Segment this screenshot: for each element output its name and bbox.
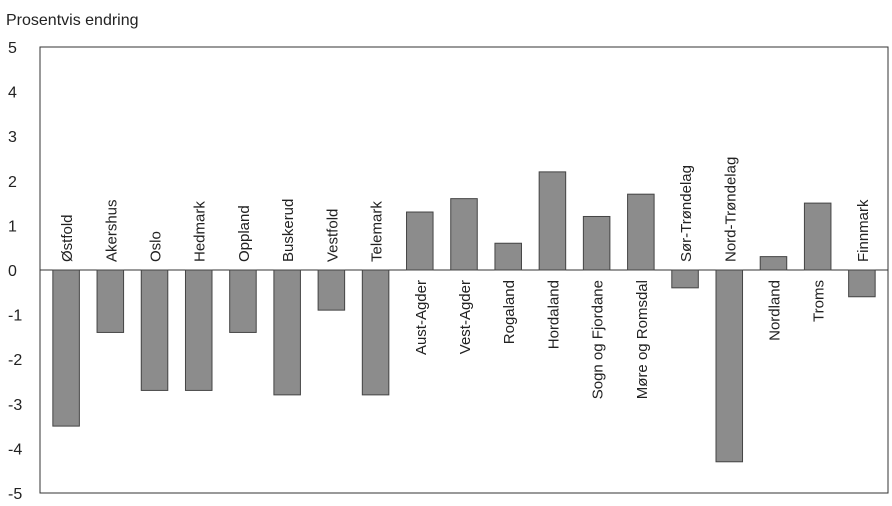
- y-axis-title: Prosentvis endring: [6, 12, 139, 29]
- y-tick-label: 0: [8, 263, 17, 280]
- bar-8: [406, 211, 434, 271]
- category-label: Troms: [811, 280, 828, 322]
- category-label: Hordaland: [545, 280, 562, 349]
- category-label: Hedmark: [192, 201, 209, 262]
- bar-15: [715, 269, 744, 463]
- bar-2: [140, 269, 169, 391]
- category-label: Aust-Agder: [413, 280, 430, 355]
- category-label: Telemark: [369, 201, 386, 262]
- bar-11: [538, 171, 567, 271]
- category-label: Rogaland: [501, 280, 518, 344]
- y-tick-label: 5: [8, 40, 17, 57]
- category-label: Nord-Trøndelag: [722, 157, 739, 262]
- bar-14: [671, 269, 699, 289]
- y-tick-label: 4: [8, 85, 17, 102]
- y-tick-label: 2: [8, 174, 17, 191]
- category-label: Østfold: [59, 214, 76, 262]
- y-tick-label: 1: [8, 218, 17, 235]
- bar-12: [582, 215, 611, 271]
- category-label: Buskerud: [280, 199, 297, 262]
- category-label: Sør-Trøndelag: [678, 165, 695, 262]
- bar-9: [450, 198, 478, 271]
- category-label: Vest-Agder: [457, 280, 474, 354]
- bar-4: [229, 269, 257, 333]
- category-label: Akershus: [103, 199, 120, 262]
- bar-13: [627, 193, 655, 271]
- category-label: Oppland: [236, 205, 253, 262]
- y-tick-label: -4: [8, 441, 22, 458]
- bar-3: [184, 269, 213, 391]
- category-label: Oslo: [148, 231, 165, 262]
- y-tick-label: 3: [8, 129, 17, 146]
- bar-5: [273, 269, 301, 396]
- y-tick-label: -3: [8, 397, 22, 414]
- bar-1: [96, 269, 125, 333]
- bar-16: [759, 256, 788, 271]
- bar-10: [494, 242, 522, 271]
- bar-17: [803, 202, 832, 271]
- category-label: Sogn og Fjordane: [590, 280, 607, 399]
- category-label: Nordland: [766, 280, 783, 341]
- y-tick-label: -5: [8, 486, 22, 501]
- bar-6: [317, 269, 346, 311]
- category-label: Finnmark: [855, 199, 872, 262]
- y-tick-label: -2: [8, 352, 22, 369]
- bar-18: [848, 269, 876, 298]
- category-label: Vestfold: [324, 209, 341, 262]
- y-tick-label: -1: [8, 308, 22, 325]
- category-label: Møre og Romsdal: [634, 280, 651, 399]
- bar-7: [361, 269, 390, 396]
- bar-0: [52, 269, 80, 427]
